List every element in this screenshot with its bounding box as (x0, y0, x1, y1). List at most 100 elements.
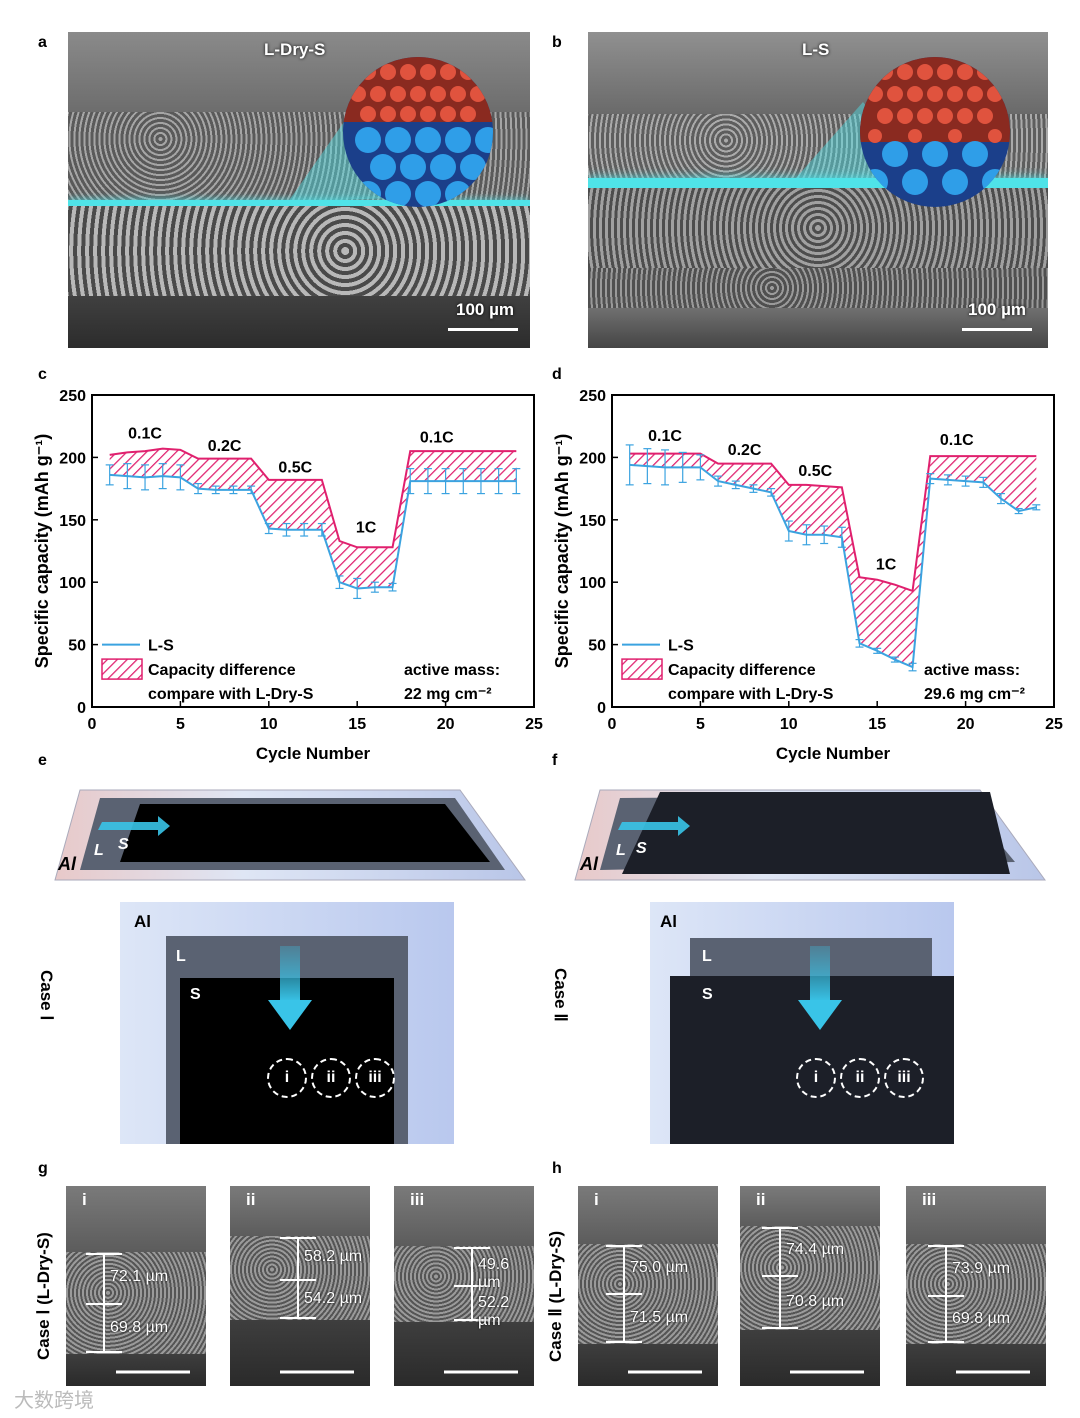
y-tick-label: 100 (579, 575, 606, 592)
error-bar (731, 480, 740, 490)
active-mass-label: active mass: (404, 662, 500, 679)
e-l-label: L (176, 948, 186, 965)
rate-label: 0.1C (648, 428, 682, 445)
x-tick-label: 5 (696, 716, 705, 733)
scale-bar-b (962, 328, 1032, 331)
error-bar (767, 487, 776, 497)
l-s-line (629, 463, 1037, 669)
error-bar (661, 449, 670, 486)
x-axis-label: Cycle Number (256, 744, 371, 763)
sem-image-a: L-Dry-S 100 µm (68, 32, 530, 348)
thumbnail-roman-label: iii (922, 1190, 937, 1209)
error-bar (749, 484, 758, 493)
error-bar (370, 581, 379, 593)
error-bar (441, 468, 450, 495)
thickness-arrows (280, 1237, 354, 1374)
schematic-3d-f (574, 789, 1046, 881)
circle-iii-e: iii (355, 1058, 395, 1098)
circle-ii-e: ii (311, 1058, 351, 1098)
error-bar (459, 468, 468, 495)
thumbnail-roman-label: i (594, 1190, 599, 1209)
x-axis-label: Cycle Number (776, 744, 891, 763)
panel-label-a: a (38, 34, 47, 51)
error-bar (282, 522, 291, 537)
f-l-label: L (702, 948, 712, 965)
error-bar (926, 473, 935, 485)
legend-l-s-label: L-S (668, 638, 694, 655)
particle-inset-a (288, 57, 493, 207)
l-dry-s-line (109, 447, 517, 549)
rate-label: 0.1C (940, 432, 974, 449)
error-bar (194, 483, 203, 495)
e-3d-al: Al (58, 854, 76, 874)
panel-label-d: d (552, 366, 562, 383)
x-tick-label: 25 (1045, 716, 1063, 733)
f-al-label: Al (660, 912, 677, 931)
error-bar (943, 474, 952, 486)
thickness-top-label: 72.1 µm (110, 1268, 169, 1285)
sem-title-b: L-S (802, 40, 830, 59)
error-bar (908, 662, 917, 672)
plot-frame (611, 394, 1055, 708)
error-bar (229, 485, 238, 495)
legend-diff-label: Capacity difference (148, 662, 296, 679)
error-bar (625, 444, 634, 486)
f-3d-al: Al (580, 854, 598, 874)
error-bar (406, 468, 415, 495)
case-label-h: Case Ⅱ (L-Dry-S) (546, 1230, 565, 1362)
error-bar (176, 464, 185, 491)
x-tick-label: 5 (176, 716, 185, 733)
thumbnail-roman-label: i (82, 1190, 87, 1209)
thickness-top-label: 75.0 µm (630, 1259, 689, 1276)
thickness-top-label: 74.4 µm (786, 1241, 845, 1258)
scale-bar-a (448, 328, 518, 331)
f-3d-s: S (636, 840, 647, 857)
thickness-arrows (86, 1253, 190, 1374)
error-bar (678, 451, 687, 483)
error-bar (979, 476, 988, 488)
error-bar (158, 463, 167, 490)
e-3d-l: L (94, 842, 104, 859)
thumbnail-ii: ii 58.2 µm 54.2 µm (230, 1186, 370, 1386)
thumbnail-ii: ii 74.4 µm 70.8 µm (740, 1186, 880, 1386)
error-bar (890, 656, 899, 663)
y-tick-label: 200 (579, 450, 606, 467)
thickness-bottom-label: 52.2 µm (478, 1294, 510, 1329)
rate-label: 0.2C (728, 442, 762, 459)
y-tick-label: 150 (579, 513, 606, 530)
x-tick-label: 25 (525, 716, 543, 733)
error-bar (512, 468, 521, 495)
thickness-bottom-label: 71.5 µm (630, 1309, 689, 1326)
y-tick-label: 0 (77, 700, 86, 717)
thumbnail-iii: iii 49.6 µm 52.2 µm (394, 1186, 534, 1386)
error-bar (105, 464, 114, 486)
schematic-3d-e (54, 789, 526, 881)
thickness-top-label: 49.6 µm (478, 1256, 510, 1291)
panel-label-e: e (38, 752, 47, 769)
error-bar (802, 524, 811, 546)
thumbnail-i: i 72.1 µm 69.8 µm (66, 1186, 206, 1386)
e-3d-s: S (118, 836, 129, 853)
x-tick-label: 0 (88, 716, 97, 733)
x-tick-label: 20 (957, 716, 975, 733)
f-3d-l: L (616, 842, 626, 859)
error-bar (476, 468, 485, 495)
legend-diff-swatch (621, 658, 663, 680)
thickness-arrows (928, 1245, 1030, 1374)
thumbnail-roman-label: iii (410, 1190, 425, 1209)
thickness-bottom-label: 69.8 µm (952, 1310, 1011, 1327)
error-bar (643, 448, 652, 485)
error-bar (961, 475, 970, 487)
rate-label: 0.1C (420, 429, 454, 446)
thumbnail-roman-label: ii (246, 1190, 256, 1209)
legend-diff-label: Capacity difference (668, 662, 816, 679)
particle-inset-b (788, 57, 1010, 207)
error-bar (996, 492, 1005, 505)
thickness-bottom-label: 70.8 µm (786, 1293, 845, 1310)
error-bar (820, 525, 829, 545)
error-bar (714, 475, 723, 487)
scale-label-a: 100 µm (456, 300, 514, 319)
error-bar (264, 522, 273, 535)
thumbnail-roman-label: ii (756, 1190, 766, 1209)
